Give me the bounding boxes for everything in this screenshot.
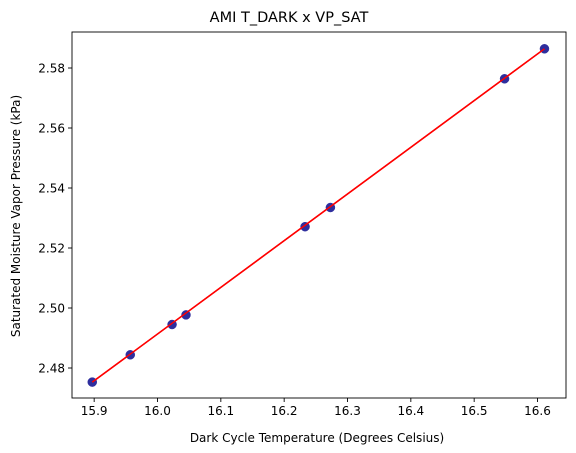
x-axis-ticks: 15.9 16.0 16.1 16.2 16.3 16.4 16.5 16.6 [81,398,551,418]
y-tick-label: 2.52 [38,241,65,255]
x-tick-label: 16.4 [397,404,424,418]
x-axis-title: Dark Cycle Temperature (Degrees Celsius) [190,431,444,445]
x-tick-label: 16.6 [524,404,551,418]
x-tick-label: 16.0 [144,404,171,418]
y-axis-ticks: 2.48 2.50 2.52 2.54 2.56 2.58 [38,61,72,375]
data-point [181,310,191,320]
series-layer [87,44,550,387]
x-tick-label: 16.3 [334,404,361,418]
y-tick-label: 2.56 [38,121,65,135]
y-tick-label: 2.54 [38,181,65,195]
plot-area [71,31,567,399]
x-tick-label: 16.1 [207,404,234,418]
axes-frame [71,31,567,399]
y-tick-label: 2.50 [38,301,65,315]
x-tick-label: 15.9 [81,404,108,418]
y-tick-label: 2.48 [38,361,65,375]
x-tick-label: 16.2 [271,404,298,418]
y-tick-label: 2.58 [38,61,65,75]
chart-title: AMI T_DARK x VP_SAT [210,10,369,26]
fit-line-overlay [91,48,545,383]
y-axis-title: Saturated Moisture Vapor Pressure (kPa) [9,95,23,337]
x-tick-label: 16.5 [461,404,488,418]
